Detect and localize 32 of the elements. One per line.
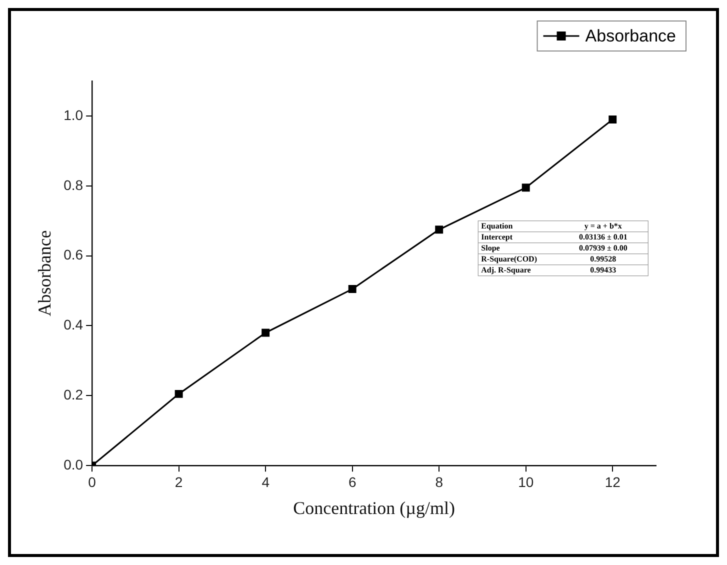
point <box>608 115 617 124</box>
annotation: R-Square(COD) <box>481 254 538 264</box>
y-tick-label: 1.0 <box>64 106 84 123</box>
legend-label: Absorbance <box>585 26 676 46</box>
y-tick-label: 0.2 <box>64 386 84 403</box>
annotation: Adj. R-Square <box>481 265 532 274</box>
x-tick-label: 8 <box>435 474 444 490</box>
annotation: Equation <box>481 221 514 230</box>
y-axis-title: Absorbance <box>34 230 55 316</box>
x-axis-title: Concentration (µg/ml) <box>293 498 455 518</box>
x-tick-label: 4 <box>262 474 270 490</box>
y-tick-label: 0.0 <box>64 456 84 472</box>
point <box>174 390 183 398</box>
x-tick-label: 0 <box>88 474 96 490</box>
y-tick-label: 0.4 <box>64 316 84 333</box>
y-tick-label: 0.8 <box>64 176 84 193</box>
x-tick-label: 6 <box>348 474 356 490</box>
y-tick-label: 0.6 <box>64 246 84 263</box>
annotation: Intercept <box>481 232 513 242</box>
point <box>348 285 356 294</box>
point <box>262 328 270 337</box>
annotation: 0.07939 ± 0.00 <box>578 243 628 252</box>
point <box>522 184 530 192</box>
point <box>435 226 444 234</box>
annotation: 0.03136 ± 0.01 <box>578 232 628 242</box>
annotation: y = a + b*x <box>584 221 622 230</box>
annotation: Slope <box>481 243 500 252</box>
x-tick-label: 2 <box>174 474 183 490</box>
annotation: 0.99528 <box>590 254 616 264</box>
x-tick-label: 12 <box>604 474 621 490</box>
x-tick-label: 10 <box>518 474 534 490</box>
annotation: 0.99433 <box>590 265 616 274</box>
